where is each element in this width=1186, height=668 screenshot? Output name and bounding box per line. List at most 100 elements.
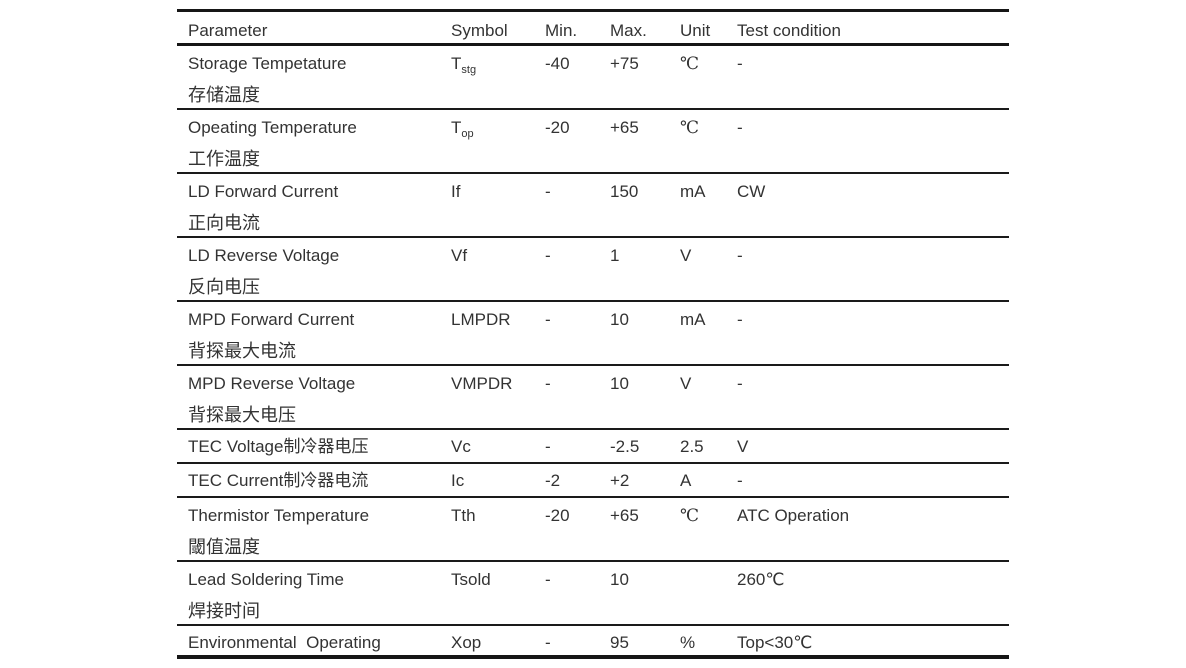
symbol-text: VMPDR: [451, 374, 513, 393]
table-row-mpd-forward-current: MPD Forward Current 背探最大电流 LMPDR - 10 mA…: [177, 302, 1009, 366]
header-test-condition-label: Test condition: [737, 21, 841, 40]
unit-value: %: [680, 633, 696, 652]
min-cell: -: [545, 238, 610, 300]
min-value: -: [545, 182, 551, 201]
unit-cell: ℃: [680, 498, 737, 560]
parameter-cn: 工作温度: [188, 149, 260, 169]
min-cell: -20: [545, 498, 610, 560]
parameter-cell: Thermistor Temperature 閾值温度: [177, 498, 451, 560]
header-parameter: Parameter: [177, 12, 451, 43]
symbol-subscript: op: [461, 128, 474, 140]
symbol-text: If: [451, 182, 461, 201]
symbol-text: Vf: [451, 246, 468, 265]
header-test-condition: Test condition: [737, 12, 1009, 43]
parameter-cell: TEC Current制冷器电流: [177, 464, 451, 496]
min-cell: -2: [545, 464, 610, 496]
header-unit: Unit: [680, 12, 737, 43]
parameter-cn: 存储温度: [188, 85, 260, 105]
max-cell: +65: [610, 498, 680, 560]
header-unit-label: Unit: [680, 21, 711, 40]
symbol-cell: Vf: [451, 238, 545, 300]
max-value: 10: [610, 310, 629, 329]
symbol-text: Xop: [451, 633, 482, 652]
test-condition-cell: Top<30℃: [737, 626, 1009, 655]
header-parameter-label: Parameter: [188, 21, 268, 40]
table-row-ld-reverse-voltage: LD Reverse Voltage 反向电压 Vf - 1 V -: [177, 238, 1009, 302]
test-condition-cell: V: [737, 430, 1009, 462]
test-condition-cell: -: [737, 302, 1009, 364]
min-cell: -: [545, 626, 610, 655]
min-value: -2: [545, 471, 561, 490]
max-cell: +65: [610, 110, 680, 172]
parameter-en: MPD Forward Current: [188, 310, 355, 329]
table-row-operating-temperature: Opeating Temperature 工作温度 Top -20 +65 ℃ …: [177, 110, 1009, 174]
symbol-subscript: stg: [461, 64, 477, 76]
min-value: -: [545, 310, 551, 329]
table-row-lead-soldering-time: Lead Soldering Time 焊接时间 Tsold - 10 260℃: [177, 562, 1009, 626]
parameter-en: LD Forward Current: [188, 182, 339, 201]
min-value: -: [545, 374, 551, 393]
parameter-cn: 背探最大电压: [188, 405, 296, 425]
test-condition-cell: ATC Operation: [737, 498, 1009, 560]
table-row-mpd-reverse-voltage: MPD Reverse Voltage 背探最大电压 VMPDR - 10 V …: [177, 366, 1009, 430]
test-condition-cell: CW: [737, 174, 1009, 236]
min-cell: -: [545, 366, 610, 428]
table-header-row: Parameter Symbol Min. Max. Unit Test con…: [177, 12, 1009, 46]
test-condition-cell: -: [737, 46, 1009, 108]
max-value: 10: [610, 570, 629, 589]
unit-value: ℃: [680, 54, 700, 73]
max-value: +65: [610, 118, 639, 137]
parameter-cn: 背探最大电流: [188, 341, 296, 361]
parameter-cell: Storage Tempetature 存储温度: [177, 46, 451, 108]
max-cell: 10: [610, 302, 680, 364]
min-cell: -40: [545, 46, 610, 108]
parameter-cell: MPD Forward Current 背探最大电流: [177, 302, 451, 364]
test-condition-value: V: [737, 437, 749, 456]
unit-value: V: [680, 246, 692, 265]
symbol-text: LMPDR: [451, 310, 511, 329]
parameter-cn: 閾值温度: [188, 537, 260, 557]
header-symbol: Symbol: [451, 12, 545, 43]
parameter-cn: 正向电流: [188, 213, 260, 233]
unit-value: ℃: [680, 118, 700, 137]
parameter-en: Storage Tempetature: [188, 54, 347, 73]
symbol-text: Tsold: [451, 570, 491, 589]
test-condition-value: -: [737, 310, 743, 329]
parameter-en: Opeating Temperature: [188, 118, 357, 137]
max-cell: +2: [610, 464, 680, 496]
header-min: Min.: [545, 12, 610, 43]
parameter-cell: LD Forward Current 正向电流: [177, 174, 451, 236]
test-condition-value: CW: [737, 182, 766, 201]
unit-cell: mA: [680, 174, 737, 236]
max-value: 95: [610, 633, 629, 652]
unit-value: mA: [680, 182, 706, 201]
parameter-en: Environmental Operating: [188, 633, 381, 652]
parameter-en: LD Reverse Voltage: [188, 246, 340, 265]
test-condition-cell: -: [737, 238, 1009, 300]
max-cell: 95: [610, 626, 680, 655]
symbol-text: T: [451, 118, 462, 137]
parameter-en: TEC Current制冷器电流: [188, 471, 369, 490]
symbol-text: Tth: [451, 506, 476, 525]
symbol-cell: Xop: [451, 626, 545, 655]
unit-cell: [680, 562, 737, 624]
min-cell: -: [545, 174, 610, 236]
min-value: -: [545, 437, 551, 456]
symbol-cell: Tth: [451, 498, 545, 560]
min-value: -: [545, 633, 551, 652]
table-row-tec-voltage: TEC Voltage制冷器电压 Vc - -2.5 2.5 V: [177, 430, 1009, 464]
symbol-text: Ic: [451, 471, 465, 490]
max-cell: 10: [610, 366, 680, 428]
symbol-text: T: [451, 54, 462, 73]
test-condition-value: -: [737, 54, 743, 73]
min-cell: -: [545, 302, 610, 364]
parameter-en: Lead Soldering Time: [188, 570, 344, 589]
max-value: 150: [610, 182, 639, 201]
table-row-environmental-operating: Environmental Operating Xop - 95 % Top<3…: [177, 626, 1009, 655]
test-condition-value: -: [737, 118, 743, 137]
test-condition-cell: -: [737, 366, 1009, 428]
max-value: +65: [610, 506, 639, 525]
unit-cell: A: [680, 464, 737, 496]
table-row-ld-forward-current: LD Forward Current 正向电流 If - 150 mA CW: [177, 174, 1009, 238]
